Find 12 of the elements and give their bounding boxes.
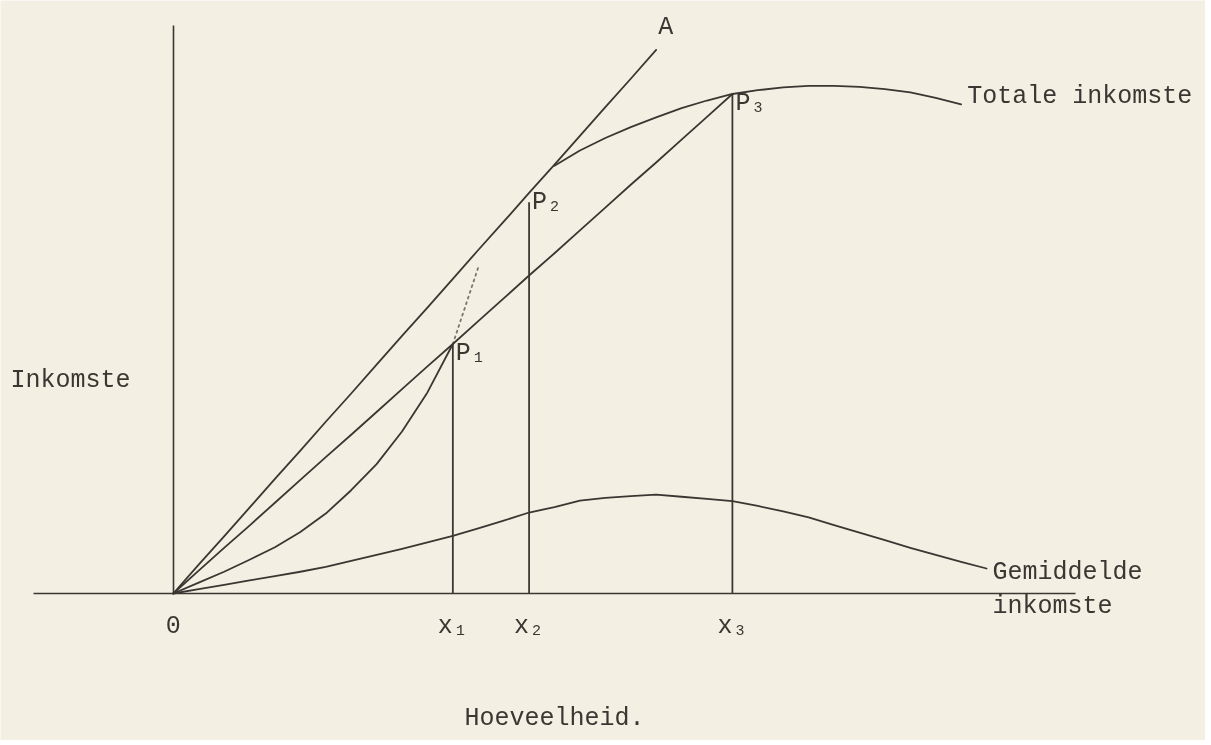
annotation: P₃ [735, 88, 766, 118]
series-label: Gemiddelde inkomste [992, 558, 1143, 621]
x-tick-label: x₁ [437, 611, 468, 641]
x-tick-label: 0 [165, 611, 181, 641]
annotation: P₂ [532, 187, 563, 217]
series-label: Totale inkomste [967, 81, 1193, 111]
y-axis-title: Inkomste [10, 366, 131, 395]
x-tick-label: x₃ [717, 611, 748, 641]
x-tick-label: x₂ [514, 611, 545, 641]
annotation: P₁ [455, 339, 486, 369]
x-axis-title: Hoeveelheid. [464, 703, 645, 733]
series-label: A [658, 12, 674, 42]
